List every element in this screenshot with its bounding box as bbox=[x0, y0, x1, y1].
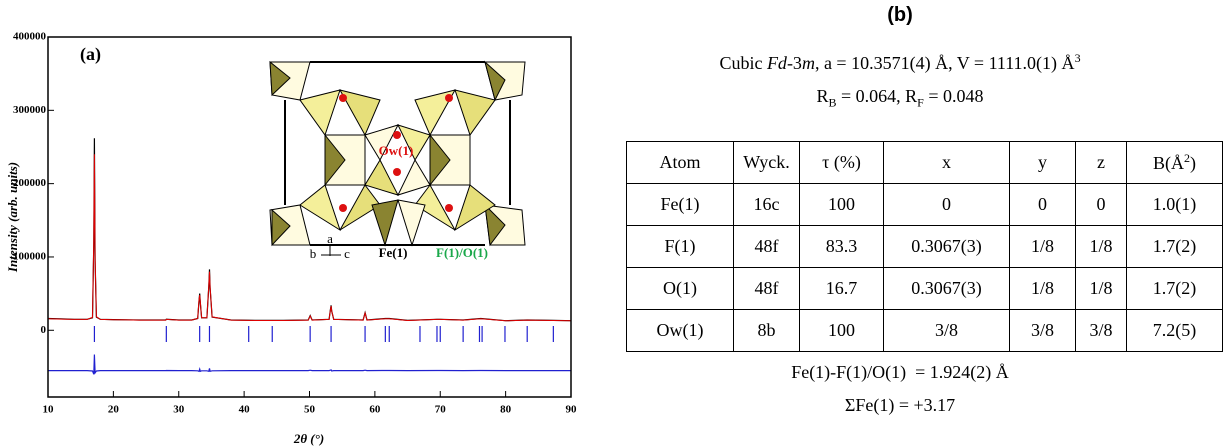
table-cell: 3/8 bbox=[1076, 310, 1127, 352]
x-tick-label: 60 bbox=[369, 404, 381, 416]
axis-label: a bbox=[327, 231, 333, 246]
table-cell: 1/8 bbox=[1076, 268, 1127, 310]
axis-label: b bbox=[310, 246, 317, 261]
text: = 0.064, R bbox=[837, 86, 918, 106]
table-cell: 1.7(2) bbox=[1127, 226, 1223, 268]
axis-arrows bbox=[321, 246, 341, 256]
x-tick-label: 70 bbox=[435, 404, 447, 416]
site-label: Ow(1) bbox=[379, 143, 414, 158]
atom-label: Fe(1) bbox=[379, 245, 408, 260]
text: m bbox=[802, 53, 815, 73]
chart: (a) Intensity (arb. units) 2θ (°) bbox=[0, 0, 600, 448]
header-cell: τ (%) bbox=[800, 142, 884, 184]
x-tick-label: 80 bbox=[500, 404, 512, 416]
cell-line: Cubic Fd-3m, a = 10.3571(4) Å, V = 1111.… bbox=[600, 51, 1200, 74]
page: (a) Intensity (arb. units) 2θ (°) bbox=[0, 0, 1224, 448]
y-tick-label: 100000 bbox=[13, 250, 47, 262]
footer: ΣFe(1) = +3.17 bbox=[600, 395, 1200, 416]
table-cell: O(1) bbox=[627, 268, 734, 310]
table-cell: 8b bbox=[734, 310, 800, 352]
text: Fd bbox=[767, 53, 787, 73]
header-cell: B(Å2) bbox=[1127, 142, 1223, 184]
y-tick-label: 400000 bbox=[13, 31, 47, 43]
header-cell: z bbox=[1076, 142, 1127, 184]
series-line bbox=[48, 355, 571, 375]
panel-b: (b) Cubic Fd-3m, a = 10.3571(4) Å, V = 1… bbox=[600, 0, 1224, 448]
table-cell: 83.3 bbox=[800, 226, 884, 268]
x-axis-label: 2θ (°) bbox=[293, 431, 324, 446]
table-cell: 7.2(5) bbox=[1127, 310, 1223, 352]
table-cell: 48f bbox=[734, 268, 800, 310]
table-cell: Ow(1) bbox=[627, 310, 734, 352]
y-tick-label: 0 bbox=[41, 324, 47, 336]
table-cell: 16c bbox=[734, 184, 800, 226]
x-tick-label: 20 bbox=[108, 404, 120, 416]
text: F bbox=[917, 96, 924, 110]
table-cell: 1/8 bbox=[1010, 226, 1076, 268]
text: -3 bbox=[787, 53, 802, 73]
text: , a = 10.3571(4) Å, V = 1111.0(1) Å bbox=[815, 53, 1075, 73]
text: B(Å bbox=[1153, 153, 1184, 173]
x-tick-label: 90 bbox=[566, 404, 578, 416]
table-cell: 0 bbox=[1076, 184, 1127, 226]
text: ) bbox=[1190, 153, 1196, 173]
table-cell: 0 bbox=[1010, 184, 1076, 226]
footer: Fe(1)-F(1)/O(1) = 1.924(2) Å bbox=[600, 362, 1200, 383]
x-tick-label: 30 bbox=[173, 404, 185, 416]
atom-label: F(1)/O(1) bbox=[436, 245, 488, 260]
text: R bbox=[816, 86, 828, 106]
header-cell: Atom bbox=[627, 142, 734, 184]
x-tick-label: 50 bbox=[304, 404, 316, 416]
table-cell: F(1) bbox=[627, 226, 734, 268]
text: B bbox=[828, 96, 836, 110]
table-cell: 0.3067(3) bbox=[884, 226, 1010, 268]
table-cell: 1/8 bbox=[1010, 268, 1076, 310]
y-tick-label: 200000 bbox=[13, 177, 47, 189]
header-cell: x bbox=[884, 142, 1010, 184]
structure-inset: Ow(1) Fe(1) F(1)/O(1) a b c bbox=[270, 60, 545, 261]
panel-label: (b) bbox=[600, 4, 1200, 27]
text: 3 bbox=[1075, 51, 1081, 65]
table-cell: 1.0(1) bbox=[1127, 184, 1223, 226]
table-cell: 100 bbox=[800, 184, 884, 226]
table-cell: 3/8 bbox=[1010, 310, 1076, 352]
table-cell: 16.7 bbox=[800, 268, 884, 310]
table-cell: 0.3067(3) bbox=[884, 268, 1010, 310]
table-cell: 3/8 bbox=[884, 310, 1010, 352]
x-tick-label: 40 bbox=[239, 404, 251, 416]
y-tick-label: 300000 bbox=[13, 104, 47, 116]
r-line: RB = 0.064, RF = 0.048 bbox=[600, 86, 1200, 111]
text: = 0.048 bbox=[924, 86, 984, 106]
table-cell: 100 bbox=[800, 310, 884, 352]
table-cell: 0 bbox=[884, 184, 1010, 226]
panel-label: (a) bbox=[80, 44, 101, 65]
text: Cubic bbox=[719, 53, 767, 73]
axis-label: c bbox=[344, 246, 350, 261]
table-cell: Fe(1) bbox=[627, 184, 734, 226]
header-cell: Wyck. bbox=[734, 142, 800, 184]
table-cell: 1/8 bbox=[1076, 226, 1127, 268]
header-cell: y bbox=[1010, 142, 1076, 184]
table-cell: 1.7(2) bbox=[1127, 268, 1223, 310]
table-cell: 48f bbox=[734, 226, 800, 268]
x-tick-label: 10 bbox=[43, 404, 55, 416]
